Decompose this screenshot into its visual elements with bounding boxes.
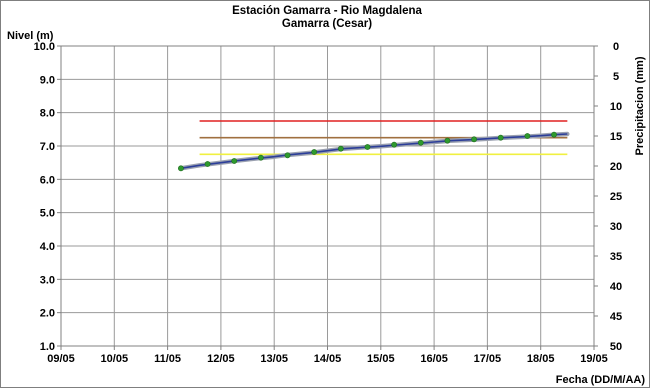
data-point [311,149,318,155]
data-point [284,152,291,159]
grid [60,45,595,347]
x-tick-label: 10/05 [101,353,129,365]
y-axis-ticks: 1.0 2.0 3.0 4.0 5.0 6.0 7.0 8.0 9.0 10.0 [34,41,61,353]
y2-tick-label: 25 [610,191,622,203]
y2-tick-label: 30 [610,221,622,233]
y-tick-label: 4.0 [40,241,55,253]
y-axis-label: Nivel (m) [7,30,54,42]
x-tick-label: 12/05 [207,353,235,365]
data-point [337,145,344,152]
data-point [444,137,451,144]
y2-tick-label: 45 [610,311,622,323]
y2-tick-label: 40 [610,281,622,293]
markers [178,131,557,172]
y2-tick-label: 35 [610,251,622,263]
y2-tick-label: 20 [610,161,622,173]
y2-tick-label: 0 [613,41,619,53]
x-tick-label: 15/05 [367,353,395,365]
data-point [231,158,238,164]
y2-axis-label: Precipitacion (mm) [634,56,646,155]
series-line [180,133,568,170]
y-tick-label: 3.0 [40,274,55,286]
data-point [524,133,531,139]
y-tick-label: 1.0 [40,341,55,353]
data-point [257,154,264,161]
series [178,131,570,171]
data-point [551,131,557,138]
data-point [364,144,371,150]
data-point [497,134,504,141]
chart-title: Estación Gamarra - Rio Magdalena [232,5,422,17]
series-line-halo [178,131,570,171]
x-tick-label: 13/05 [260,353,288,365]
x-tick-label: 19/05 [580,353,608,365]
y2-tick-label: 5 [613,71,619,83]
data-point [178,165,184,172]
x-tick-label: 17/05 [474,353,502,365]
data-point [391,141,398,148]
data-point [417,139,424,146]
y-tick-label: 9.0 [40,74,55,86]
y2-tick-label: 10 [610,101,622,113]
y2-tick-label: 15 [610,131,622,143]
y2-tick-label: 50 [610,341,622,353]
y-tick-label: 7.0 [40,141,55,153]
x-axis-label: Fecha (DD/M/AA) [556,374,646,386]
data-point [471,136,477,143]
y-tick-label: 8.0 [40,108,55,120]
y-tick-label: 10.0 [34,41,55,53]
x-axis-ticks: 09/05 10/05 11/05 12/05 13/05 14/05 15/05 16/05… [47,346,608,365]
x-tick-label: 09/05 [47,353,75,365]
y-tick-label: 6.0 [40,174,55,186]
x-tick-label: 11/05 [154,353,181,365]
y-tick-label: 5.0 [40,208,55,220]
chart-subtitle: Gamarra (Cesar) [282,18,372,30]
y-tick-label: 2.0 [40,308,55,320]
y2-axis-ticks: 0 5 10 15 20 25 30 35 40 45 50 [594,41,622,353]
data-point [204,161,211,167]
x-tick-label: 16/05 [420,353,448,365]
x-tick-label: 18/05 [527,353,555,365]
x-tick-label: 14/05 [314,353,342,365]
